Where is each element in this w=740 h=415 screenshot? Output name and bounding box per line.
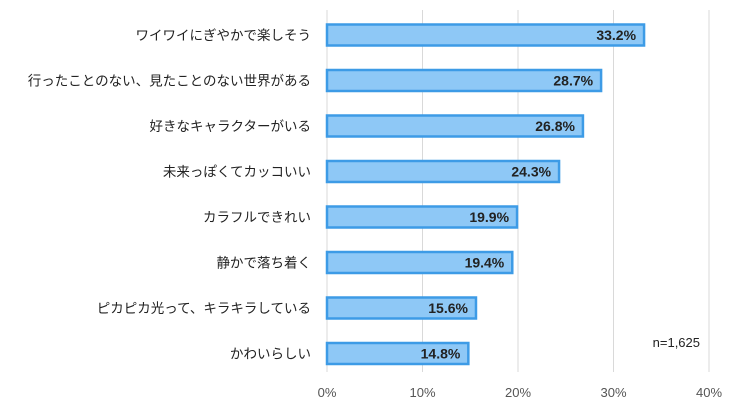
- bar: [325, 296, 478, 320]
- category-labels: ワイワイにぎやかで楽しそう行ったことのない、見たことのない世界がある好きなキャラ…: [28, 28, 311, 363]
- bar: [325, 114, 585, 138]
- bar: [325, 68, 603, 93]
- bar: [325, 341, 470, 366]
- sample-size-note: n=1,625: [653, 335, 700, 350]
- bar-value-label: 33.2%: [596, 27, 636, 43]
- category-label: 好きなキャラクターがいる: [150, 119, 311, 135]
- category-label: かわいらしい: [230, 347, 311, 363]
- bar: [325, 159, 561, 184]
- bar-value-label: 15.6%: [428, 300, 468, 316]
- bar-value-label: 14.8%: [421, 346, 461, 362]
- bar: [325, 205, 519, 229]
- category-label: カラフルできれい: [203, 210, 311, 226]
- bar-value-label: 26.8%: [535, 118, 575, 134]
- x-tick-label: 20%: [505, 385, 531, 400]
- category-label: ワイワイにぎやかで楽しそう: [136, 28, 312, 44]
- x-tick-label: 10%: [409, 385, 435, 400]
- category-label: 静かで落ち着く: [217, 255, 312, 272]
- bar-value-label: 19.9%: [469, 209, 509, 225]
- category-label: ピカピカ光って、キラキラしている: [97, 301, 311, 317]
- x-tick-label: 0%: [318, 385, 337, 400]
- category-label: 未来っぽくてカッコいい: [163, 165, 311, 181]
- x-tick-label: 40%: [696, 385, 722, 400]
- bar-value-label: 19.4%: [465, 255, 505, 271]
- bar-value-label: 24.3%: [511, 164, 551, 180]
- bar: [325, 250, 514, 275]
- bar: [325, 23, 646, 47]
- category-label: 行ったことのない、見たことのない世界がある: [28, 74, 311, 90]
- bars: 33.2% 28.7% 26.8% 24.3% 19.9% 19.4% 15.6% 14.8%: [325, 23, 646, 366]
- bar-value-label: 28.7%: [553, 73, 593, 89]
- x-tick-labels: 0% 10% 20% 30% 40%: [318, 385, 723, 400]
- x-tick-label: 30%: [600, 385, 626, 400]
